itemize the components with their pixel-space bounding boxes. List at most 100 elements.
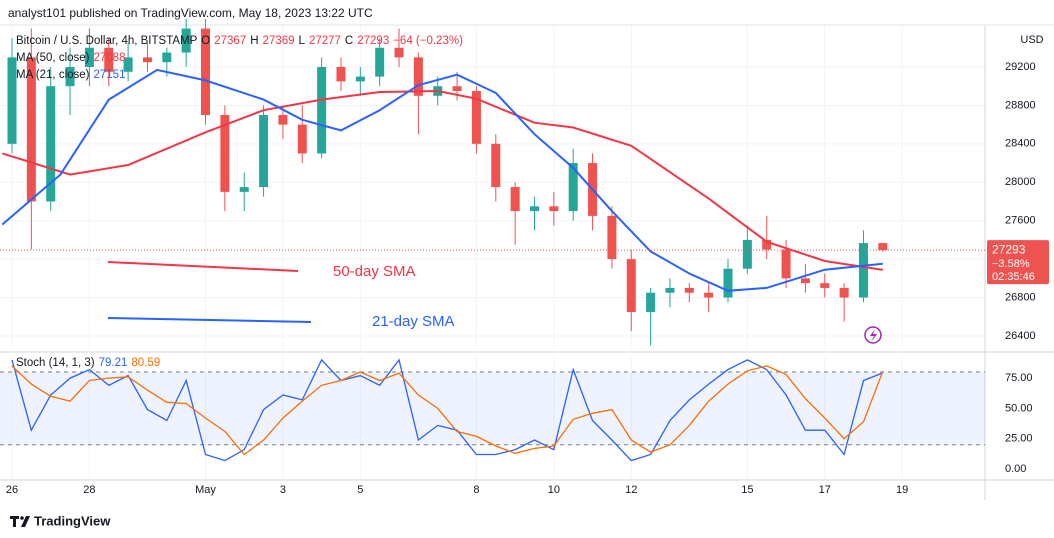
annotation: 50-day SMA [333,263,416,280]
candle-body [762,239,772,250]
candle-body [646,292,656,312]
band [0,371,985,445]
candle-body [26,57,36,202]
ohlc-value: 27367 [214,35,247,47]
candle-body [878,243,888,251]
candle-body [723,268,733,298]
ma-value: 27088 [93,52,126,64]
y-tick-label: 28400 [1005,138,1036,150]
ohlc-letter: C [344,35,354,47]
logo-dot [20,516,24,520]
candle-body [704,292,714,298]
price-tag-change: −3.58% [992,258,1030,270]
candle-body [549,206,559,212]
x-tick-label: May [195,484,216,496]
candle-body [529,206,539,212]
candle-body [355,76,365,82]
candle-body [394,47,404,58]
candle-body [839,287,849,298]
candle-body [375,47,385,77]
ohlc-value: 27277 [308,35,341,47]
series-line [2,89,883,271]
x-tick-label: 19 [896,484,908,496]
candle-body [142,57,152,63]
candle-body [162,52,172,63]
ohlc-letter: L [298,35,305,47]
x-tick-label: 12 [625,484,637,496]
candle-body [220,115,230,192]
change: −64 (−0.23%) [393,35,463,47]
candle-body [742,239,752,269]
ohlc-letter: H [250,35,259,47]
candle-body [858,243,868,298]
candle-body [568,163,578,212]
candle-body [7,57,17,144]
logo-mark [21,516,30,527]
ma-legend: MA (21, close) 27151 [16,69,125,81]
x-tick-label: 5 [357,484,363,496]
y-tick-label: 26800 [1005,291,1036,303]
publish-header: analyst101 published on TradingView.com,… [8,6,373,20]
y-tick-label: 25.00 [1005,433,1033,445]
price-tag [987,240,1049,285]
stoch-value: 79.21 [98,357,128,369]
y-tick-label: 0.00 [1005,463,1026,475]
annotation-line [107,317,312,323]
x-tick-label: 26 [6,484,18,496]
candle-body [259,115,269,188]
candle-body [317,66,327,154]
main-legend: Bitcoin / U.S. Dollar, 4h, BITSTAMP O 273… [16,35,463,47]
ohlc-value: 27293 [357,35,390,47]
stoch-line [11,365,884,456]
y-tick-label: 28800 [1005,99,1036,111]
candle-body [781,249,791,279]
candle-body [123,57,133,72]
x-tick-label: 10 [548,484,560,496]
ma-value: 27151 [93,69,126,81]
y-tick-label: 26400 [1005,330,1036,342]
annotation: 21-day SMA [372,313,455,330]
candle-body [297,124,307,154]
footer-logo [10,516,30,527]
x-tick-label: 8 [473,484,479,496]
candle-body [684,287,694,293]
candle-body [820,283,830,288]
x-tick-label: 17 [819,484,831,496]
candle-body [413,57,423,96]
grid [0,25,985,480]
x-tick-label: 15 [741,484,753,496]
ohlc-value: 27369 [262,35,295,47]
series-line [1,68,883,292]
candle-body [104,47,114,72]
y-tick-label: 75.00 [1005,372,1033,384]
stoch-line [11,358,884,462]
marks [0,18,985,462]
ma-name: MA (21, close) [16,69,90,81]
logo-mark [10,516,19,527]
y-tick-label: 50.00 [1005,402,1033,414]
price-tag-countdown: 02:35:46 [992,271,1035,283]
annotation-line [107,261,299,272]
x-tick-label: 28 [83,484,95,496]
candle-body [607,215,617,260]
event-icon-bolt [870,329,877,342]
stoch-title: Stoch (14, 1, 3) [16,357,95,369]
candle-body [452,86,462,91]
stoch-legend: Stoch (14, 1, 3) 79.21 80.59 [16,357,160,369]
candle-body [65,66,75,87]
y-tick-label: 28000 [1005,176,1036,188]
ma-legend: MA (50, close) 27088 [16,52,125,64]
candle-body [181,28,191,53]
candle-body [471,90,481,144]
candle-body [84,47,94,67]
candle-body [201,28,211,116]
price-tag-value: 27293 [992,242,1026,256]
candle-body [278,115,288,125]
candle-body [336,66,346,82]
event-icon[interactable] [864,326,882,344]
candle-body [239,187,249,192]
currency-label: USD [1020,34,1043,46]
